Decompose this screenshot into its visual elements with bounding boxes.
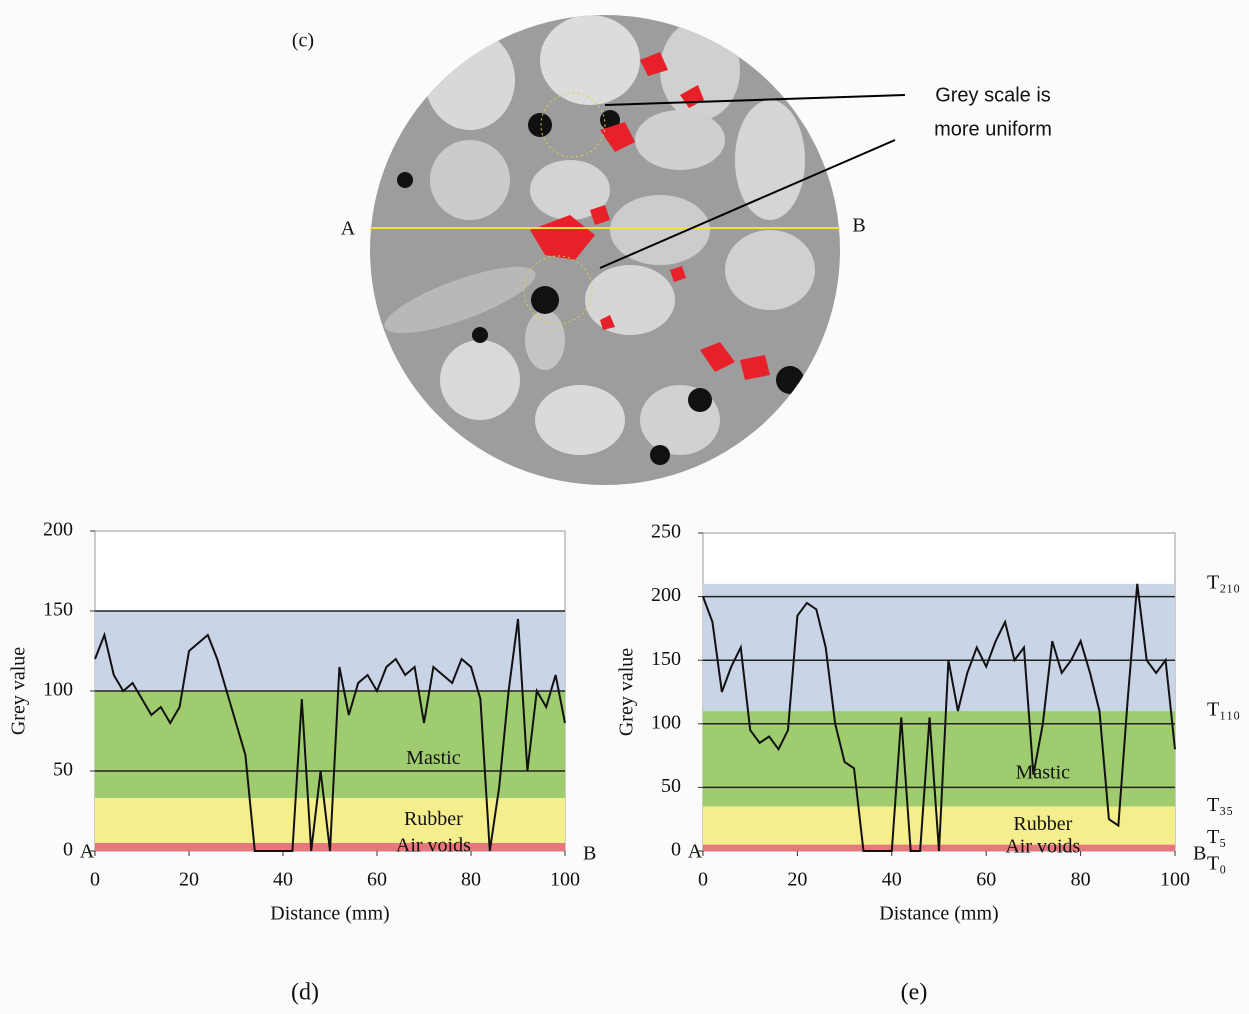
point-label: B xyxy=(1193,843,1206,865)
data-line xyxy=(702,583,1176,852)
threshold-label: T₃₅ xyxy=(1207,794,1233,816)
x-tick-label: 60 xyxy=(976,869,996,891)
y-tick-label: 150 xyxy=(651,648,681,670)
x-tick-label: 60 xyxy=(367,869,387,891)
band xyxy=(703,711,1175,807)
annotation: Grey scale is xyxy=(935,84,1051,106)
panel-label: (d) xyxy=(291,980,319,1006)
y-axis-label: Grey value xyxy=(616,648,638,736)
band-label: Mastic xyxy=(1016,761,1071,783)
x-tick-label: 100 xyxy=(1160,869,1190,891)
x-tick-label: 80 xyxy=(1071,869,1091,891)
y-tick-label: 250 xyxy=(651,521,681,543)
band xyxy=(95,611,565,691)
point-label: B xyxy=(852,215,865,237)
point-label: A xyxy=(688,841,703,863)
x-axis-label: Distance (mm) xyxy=(879,903,998,925)
y-tick-label: 0 xyxy=(671,839,681,861)
x-tick-label: 20 xyxy=(179,869,199,891)
x-tick-label: 20 xyxy=(787,869,807,891)
y-tick-label: 150 xyxy=(43,599,73,621)
x-tick-label: 0 xyxy=(90,869,100,891)
band xyxy=(95,691,565,799)
band-label: Air voids xyxy=(1005,835,1080,857)
point-label: B xyxy=(583,843,596,865)
chart: AggregateMasticRubberAir voids0501001502… xyxy=(8,519,597,1006)
chart: AggregateMasticRubberAir voids0501001502… xyxy=(616,521,1241,1006)
x-tick-label: 0 xyxy=(698,869,708,891)
x-tick-label: 80 xyxy=(461,869,481,891)
y-tick-label: 200 xyxy=(651,584,681,606)
y-tick-label: 50 xyxy=(53,759,73,781)
threshold-label: T₀ xyxy=(1207,853,1226,875)
y-tick-label: 100 xyxy=(43,679,73,701)
panel-label: (e) xyxy=(901,980,928,1006)
threshold-label: T₂₁₀ xyxy=(1207,571,1240,593)
x-axis-label: Distance (mm) xyxy=(270,903,389,925)
x-tick-label: 40 xyxy=(882,869,902,891)
point-label: A xyxy=(341,218,356,240)
band xyxy=(703,583,1175,712)
y-tick-label: 200 xyxy=(43,519,73,541)
y-axis-label: Grey value xyxy=(8,647,30,735)
threshold-label: T₅ xyxy=(1207,826,1226,848)
band-label: Rubber xyxy=(404,808,463,830)
data-line xyxy=(94,618,566,852)
panel-label: (c) xyxy=(292,30,314,52)
x-tick-label: 40 xyxy=(273,869,293,891)
point-label: A xyxy=(80,841,95,863)
annotation: more uniform xyxy=(934,118,1052,140)
y-tick-label: 0 xyxy=(63,839,73,861)
specimen-image: (c) A B Grey scale is more uniform xyxy=(292,15,1052,485)
y-tick-label: 100 xyxy=(651,711,681,733)
band-label: Air voids xyxy=(396,835,471,857)
threshold-label: T₁₁₀ xyxy=(1207,699,1240,721)
band-label: Mastic xyxy=(406,747,461,769)
y-tick-label: 50 xyxy=(661,775,681,797)
x-tick-label: 100 xyxy=(550,869,580,891)
band-label: Rubber xyxy=(1013,813,1072,835)
